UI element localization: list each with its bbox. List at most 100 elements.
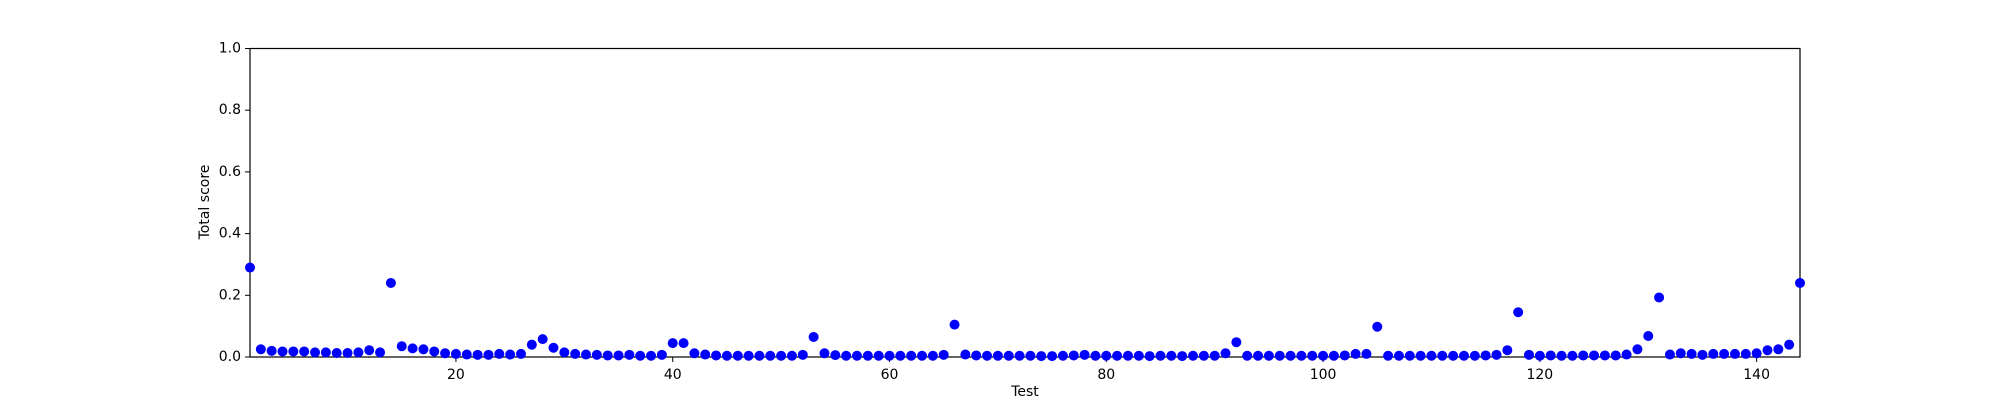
data-point bbox=[1101, 350, 1112, 361]
data-point bbox=[429, 346, 440, 357]
data-point bbox=[472, 349, 483, 360]
data-point bbox=[483, 349, 494, 360]
x-tick-label: 60 bbox=[881, 367, 899, 383]
data-point bbox=[1361, 348, 1372, 359]
data-point bbox=[320, 347, 331, 358]
data-point bbox=[1654, 292, 1665, 303]
data-point bbox=[385, 277, 396, 288]
data-point bbox=[1404, 350, 1415, 361]
data-point bbox=[754, 350, 765, 361]
data-point bbox=[526, 339, 537, 350]
data-point bbox=[1188, 350, 1199, 361]
data-point bbox=[1599, 350, 1610, 361]
data-point bbox=[960, 349, 971, 360]
data-point bbox=[1003, 350, 1014, 361]
data-point bbox=[1740, 348, 1751, 359]
data-point bbox=[1036, 351, 1047, 362]
data-point bbox=[255, 344, 266, 355]
data-point bbox=[895, 350, 906, 361]
data-point bbox=[1437, 350, 1448, 361]
data-point bbox=[797, 349, 808, 360]
data-point bbox=[992, 350, 1003, 361]
data-point bbox=[711, 350, 722, 361]
data-point bbox=[591, 349, 602, 360]
data-point bbox=[407, 343, 418, 354]
data-point bbox=[635, 350, 646, 361]
data-point bbox=[450, 348, 461, 359]
data-point bbox=[299, 346, 310, 357]
data-point bbox=[1697, 349, 1708, 360]
data-point bbox=[581, 349, 592, 360]
data-point bbox=[331, 347, 342, 358]
data-point bbox=[1426, 350, 1437, 361]
data-point bbox=[689, 348, 700, 359]
data-point bbox=[1220, 348, 1231, 359]
data-point bbox=[808, 331, 819, 342]
data-point bbox=[288, 346, 299, 357]
data-point bbox=[700, 349, 711, 360]
data-point bbox=[1068, 350, 1079, 361]
data-point bbox=[1155, 350, 1166, 361]
data-point bbox=[971, 350, 982, 361]
data-point bbox=[1166, 350, 1177, 361]
data-point bbox=[1762, 345, 1773, 356]
data-point bbox=[1448, 350, 1459, 361]
x-tick-label: 100 bbox=[1310, 367, 1337, 383]
y-axis-label: Total score bbox=[197, 165, 213, 241]
data-point bbox=[505, 349, 516, 360]
data-point bbox=[1491, 349, 1502, 360]
data-point bbox=[396, 341, 407, 352]
data-point bbox=[819, 348, 830, 359]
data-point bbox=[1274, 350, 1285, 361]
data-point bbox=[1729, 348, 1740, 359]
data-point bbox=[1090, 350, 1101, 361]
data-point bbox=[1708, 348, 1719, 359]
data-point bbox=[1632, 344, 1643, 355]
data-point bbox=[656, 349, 667, 360]
data-point bbox=[1144, 351, 1155, 362]
data-point bbox=[1133, 350, 1144, 361]
data-point bbox=[1242, 350, 1253, 361]
data-point bbox=[721, 350, 732, 361]
x-axis-label: Test bbox=[1010, 384, 1039, 400]
y-tick-label: 0.2 bbox=[219, 287, 241, 303]
data-point bbox=[1621, 349, 1632, 360]
data-point bbox=[613, 350, 624, 361]
data-point bbox=[1047, 351, 1058, 362]
data-point bbox=[667, 338, 678, 349]
data-point bbox=[277, 346, 288, 357]
axes-frame bbox=[249, 47, 1801, 358]
data-point bbox=[776, 350, 787, 361]
data-point bbox=[624, 349, 635, 360]
data-point bbox=[949, 319, 960, 330]
data-point bbox=[1263, 350, 1274, 361]
x-tick-label: 120 bbox=[1526, 367, 1553, 383]
data-point bbox=[1307, 350, 1318, 361]
data-point bbox=[1177, 351, 1188, 362]
data-point bbox=[1285, 350, 1296, 361]
data-point bbox=[1545, 350, 1556, 361]
data-point bbox=[1198, 350, 1209, 361]
data-point bbox=[917, 350, 928, 361]
data-point bbox=[841, 350, 852, 361]
data-point bbox=[1393, 350, 1404, 361]
data-point bbox=[353, 347, 364, 358]
y-tick-label: 0.0 bbox=[219, 349, 241, 365]
data-point bbox=[1610, 350, 1621, 361]
data-point bbox=[1773, 344, 1784, 355]
data-point bbox=[364, 345, 375, 356]
data-point bbox=[1296, 350, 1307, 361]
data-point bbox=[342, 347, 353, 358]
data-point bbox=[245, 262, 255, 273]
data-point bbox=[862, 350, 873, 361]
data-point bbox=[548, 342, 559, 353]
data-point bbox=[461, 349, 472, 360]
data-point bbox=[1079, 349, 1090, 360]
data-point bbox=[1578, 350, 1589, 361]
data-point bbox=[266, 345, 277, 356]
data-point bbox=[851, 350, 862, 361]
data-point bbox=[884, 350, 895, 361]
data-point bbox=[1686, 348, 1697, 359]
